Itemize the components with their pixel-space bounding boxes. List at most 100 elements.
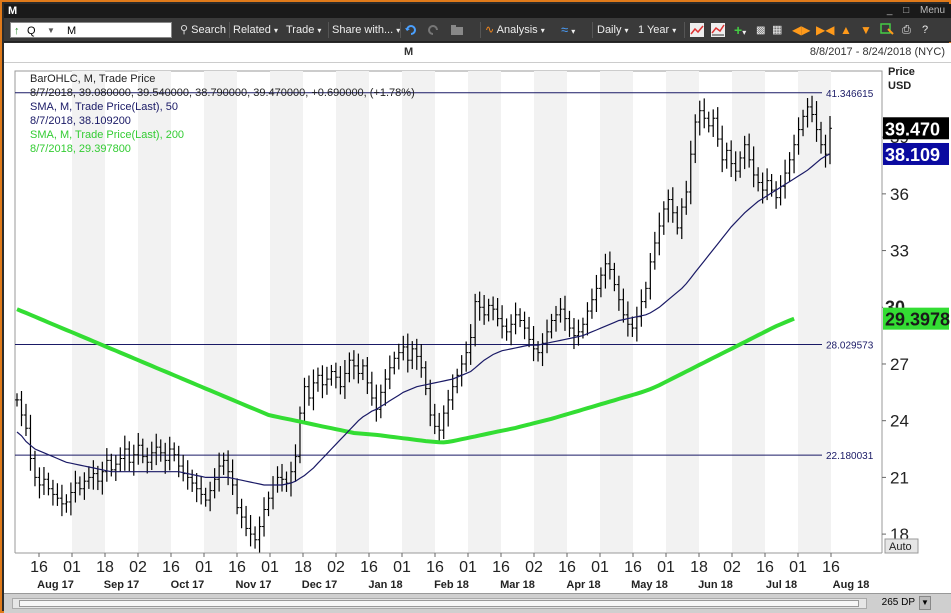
analysis-button[interactable]: ∿ Analysis ▾ bbox=[485, 22, 545, 38]
ohlc-bar bbox=[333, 362, 338, 389]
price-tick-label: 33 bbox=[890, 242, 909, 261]
undo-icon[interactable] bbox=[404, 22, 418, 38]
ohlc-bar bbox=[441, 405, 446, 440]
ohlc-bar bbox=[356, 353, 361, 384]
ohlc-bar bbox=[500, 305, 505, 339]
ohlc-bar bbox=[68, 482, 73, 516]
ohlc-bar bbox=[396, 343, 401, 370]
title-bar: M _ □ Menu bbox=[4, 4, 951, 18]
ohlc-bar bbox=[810, 95, 815, 123]
ohlc-bar bbox=[244, 505, 249, 537]
related-button[interactable]: Related ▾ bbox=[233, 22, 278, 38]
table-icon[interactable]: ▦ bbox=[772, 24, 783, 36]
share-button[interactable]: Share with... ▾ bbox=[332, 22, 400, 38]
ohlc-bar bbox=[342, 360, 347, 399]
ohlc-bar bbox=[226, 450, 231, 486]
ohlc-bar bbox=[805, 98, 810, 128]
axis-price-label: Price bbox=[888, 66, 915, 78]
day-tick-label: 02 bbox=[723, 559, 741, 576]
chevron-down-icon: ▾ bbox=[317, 26, 322, 35]
folder-icon[interactable] bbox=[450, 22, 464, 38]
box-icon[interactable]: ▩ bbox=[756, 25, 766, 36]
day-tick-label: 01 bbox=[657, 559, 675, 576]
redo-icon[interactable] bbox=[426, 22, 440, 38]
crosshair-icon[interactable]: +▾ bbox=[734, 22, 747, 38]
ohlc-bar bbox=[235, 478, 240, 515]
ohlc-bar bbox=[302, 377, 307, 425]
time-scrollbar[interactable] bbox=[12, 598, 867, 609]
range-select[interactable]: 1 Year ▾ bbox=[638, 22, 676, 38]
chevron-down-icon: ▾ bbox=[672, 26, 677, 35]
ohlc-bar bbox=[693, 114, 698, 164]
ohlc-bar bbox=[567, 310, 572, 337]
ohlc-bar bbox=[149, 441, 154, 471]
ticker-input[interactable]: ↑ Q ▼ M bbox=[10, 22, 172, 38]
ohlc-bar bbox=[77, 476, 82, 496]
chevron-down-icon[interactable]: ▼ bbox=[919, 596, 931, 610]
ohlc-bar bbox=[329, 364, 334, 386]
minimize-button[interactable]: _ bbox=[886, 5, 893, 16]
day-tick-label: 16 bbox=[624, 559, 642, 576]
ohlc-bar bbox=[194, 473, 199, 503]
day-tick-label: 18 bbox=[294, 559, 312, 576]
ohlc-bar bbox=[549, 313, 554, 339]
ohlc-bar bbox=[482, 294, 487, 325]
ohlc-bar bbox=[86, 466, 91, 489]
day-tick-label: 01 bbox=[789, 559, 807, 576]
period-select[interactable]: Daily ▾ bbox=[597, 22, 629, 38]
scroll-left-icon[interactable]: ◀▶ bbox=[792, 23, 811, 37]
ohlc-bar bbox=[706, 111, 711, 133]
ohlc-bar bbox=[437, 412, 442, 443]
ohlc-bar bbox=[360, 359, 365, 381]
auto-scale-button[interactable]: Auto bbox=[884, 538, 919, 554]
chevron-down-icon: ▾ bbox=[624, 26, 629, 35]
trade-button[interactable]: Trade ▾ bbox=[286, 22, 321, 38]
export-icon[interactable] bbox=[880, 22, 894, 38]
chart-date-range: 8/8/2017 - 8/24/2018 (NYC) bbox=[809, 46, 945, 58]
month-label: Apr 18 bbox=[566, 579, 600, 591]
help-icon[interactable]: ? bbox=[922, 24, 929, 36]
ohlc-bar bbox=[554, 305, 559, 332]
menu-button[interactable]: Menu bbox=[919, 5, 945, 16]
zoom-vertical-icon[interactable]: ▲ bbox=[840, 23, 852, 37]
scrollbar-thumb[interactable] bbox=[19, 600, 859, 607]
ohlc-bar bbox=[679, 198, 684, 240]
ohlc-bar bbox=[630, 316, 635, 337]
maximize-button[interactable]: □ bbox=[903, 5, 910, 16]
ohlc-bar bbox=[715, 107, 720, 147]
ohlc-bar bbox=[414, 338, 419, 370]
ohlc-bar bbox=[742, 135, 747, 170]
ohlc-bar bbox=[127, 441, 132, 472]
expand-vertical-icon[interactable]: ▼ bbox=[860, 23, 872, 37]
separator bbox=[684, 22, 685, 38]
ohlc-bar bbox=[32, 450, 37, 487]
ohlc-bar bbox=[387, 355, 392, 390]
chevron-down-icon[interactable]: ▼ bbox=[47, 26, 55, 35]
ohlc-bar bbox=[468, 324, 473, 365]
ohlc-bar bbox=[28, 414, 33, 471]
ohlc-bar bbox=[46, 472, 51, 496]
axis-currency-label: USD bbox=[888, 80, 911, 92]
day-tick-label: 16 bbox=[228, 559, 246, 576]
line-chart-icon[interactable] bbox=[690, 22, 704, 38]
ohlc-bar bbox=[792, 134, 797, 174]
ohlc-chart-icon[interactable] bbox=[711, 22, 725, 38]
print-icon[interactable]: ⎙ bbox=[902, 24, 911, 36]
month-label: Jun 18 bbox=[698, 579, 733, 591]
ohlc-bar bbox=[661, 201, 666, 235]
time-axis: 16 01 18 02 16 01 16 01 18 02 16 01 16 01 16 02 16 01 16 01… bbox=[4, 552, 951, 593]
ohlc-bar bbox=[814, 101, 819, 142]
ohlc-bar bbox=[724, 142, 729, 169]
ohlc-bar bbox=[419, 344, 424, 378]
ohlc-bar bbox=[91, 460, 96, 490]
ohlc-bar bbox=[266, 491, 271, 517]
period-label: Daily bbox=[597, 24, 622, 36]
compress-icon[interactable]: ▶◀ bbox=[816, 23, 835, 37]
wave-icon[interactable]: ≈ ▾ bbox=[561, 22, 576, 37]
month-shading bbox=[14, 70, 883, 554]
search-button[interactable]: ⚲ Search bbox=[180, 22, 226, 38]
ohlc-bar bbox=[675, 206, 680, 235]
ohlc-bar bbox=[823, 134, 828, 168]
